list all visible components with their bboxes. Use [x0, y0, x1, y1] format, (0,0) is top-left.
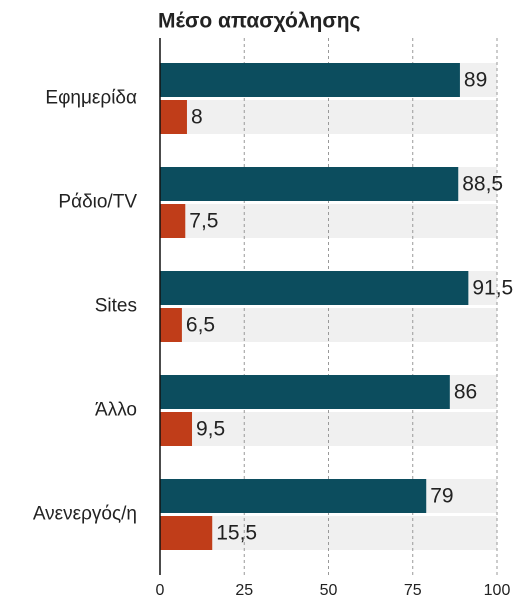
bar-background	[160, 308, 497, 342]
value-label: 91,5	[472, 277, 513, 300]
y-tick-label: Άλλο	[95, 400, 137, 421]
bar	[160, 479, 427, 513]
x-tick-label: 50	[320, 582, 338, 599]
bar	[160, 412, 193, 446]
value-label: 89	[464, 69, 487, 92]
x-tick-label: 75	[404, 582, 422, 599]
chart-title: Μέσο απασχόλησης	[158, 10, 361, 33]
y-tick-label: Ράδιο/TV	[58, 192, 137, 213]
bar	[160, 204, 186, 238]
bar	[160, 271, 469, 305]
value-label: 6,5	[186, 314, 215, 337]
value-label: 7,5	[189, 210, 218, 233]
value-label: 8	[191, 106, 203, 129]
value-label: 15,5	[216, 522, 257, 545]
bar	[160, 516, 213, 550]
value-label: 79	[430, 485, 453, 508]
y-tick-label: Ανενεργός/η	[33, 504, 137, 525]
value-label: 88,5	[462, 173, 503, 196]
bar	[160, 63, 460, 97]
value-label: 86	[454, 381, 477, 404]
value-label: 9,5	[196, 418, 225, 441]
x-tick-label: 25	[235, 582, 253, 599]
x-tick-label: 100	[484, 582, 511, 599]
y-tick-label: Sites	[95, 296, 137, 317]
bar	[160, 100, 187, 134]
bar	[160, 375, 450, 409]
x-tick-label: 0	[156, 582, 165, 599]
y-tick-label: Εφημερίδα	[45, 88, 137, 109]
bar	[160, 308, 182, 342]
bar	[160, 167, 459, 201]
